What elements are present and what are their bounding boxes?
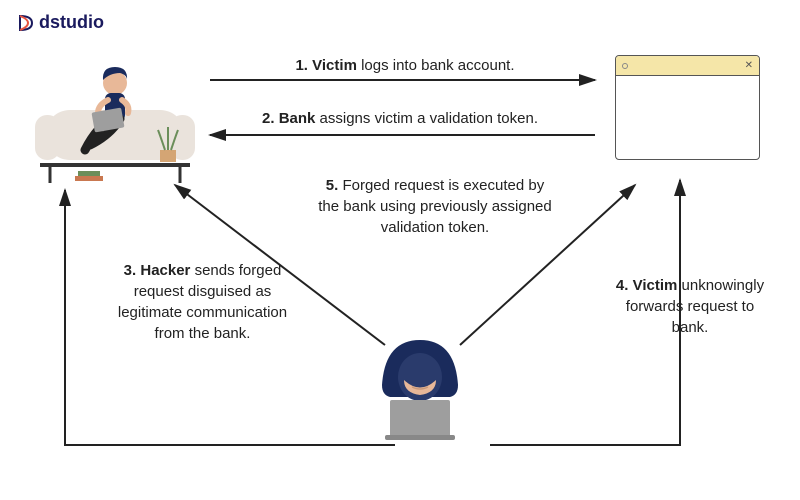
window-control-dot [622,63,628,69]
browser-titlebar: ✕ [616,56,759,76]
close-icon: ✕ [745,60,753,71]
hacker-illustration [360,335,480,445]
step-4-label: 4. Victim unknowingly forwards request t… [615,275,765,338]
victim-illustration [30,55,200,190]
step-1-label: 1. Victim logs into bank account. [215,55,595,76]
step-5-label: 5. Forged request is executed by the ban… [315,175,555,238]
logo-text: dstudio [39,12,104,33]
browser-window-illustration: ✕ [615,55,760,160]
brand-logo: dstudio [18,12,104,33]
step-3-label: 3. Hacker sends forged request disguised… [115,260,290,344]
step-2-label: 2. Bank assigns victim a validation toke… [200,108,600,129]
logo-mark-icon [18,14,36,32]
